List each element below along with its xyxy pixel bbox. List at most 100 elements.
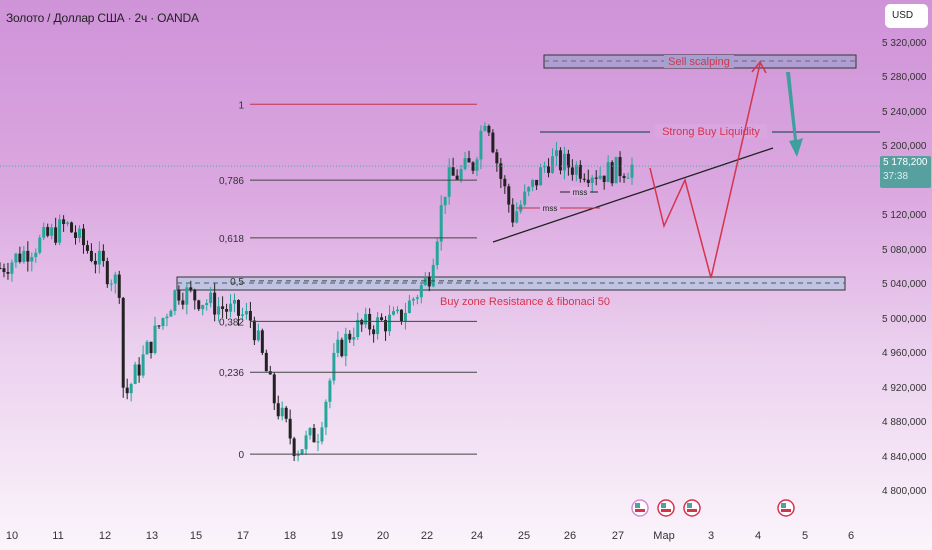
fib-level-label: 0,382: [219, 317, 244, 328]
candle-body: [602, 175, 606, 182]
candle-body: [395, 309, 399, 312]
candle-body: [614, 156, 618, 184]
price-chart[interactable]: 1 0,786 0,618 0,5 0,382 0,236 0 Strong Buy Liqu…: [0, 0, 880, 520]
candle-body: [459, 168, 463, 180]
candle-body: [209, 292, 213, 304]
candle-body: [491, 132, 495, 153]
candle-body: [439, 205, 443, 242]
candle-body: [407, 300, 411, 313]
candle-body: [89, 250, 93, 261]
candle-body: [511, 204, 515, 223]
candle-body: [356, 319, 360, 338]
candle-body: [443, 196, 447, 206]
candle-body: [137, 364, 141, 376]
candle-body: [2, 268, 6, 273]
candle-body: [46, 227, 50, 236]
candle-body: [427, 277, 431, 287]
candle-body: [590, 177, 594, 183]
candle-body: [328, 380, 332, 402]
candle-body: [411, 298, 415, 301]
candle-body: [598, 175, 602, 179]
candle-body: [352, 337, 356, 340]
time-tick-label: 12: [98, 530, 112, 542]
candle-body: [340, 339, 344, 357]
flag-stripe: [661, 509, 671, 512]
candle-body: [34, 252, 38, 258]
price-tick-label: 4 840,000: [882, 451, 927, 463]
flag-canton: [781, 503, 786, 508]
candle-body: [77, 228, 81, 238]
bar-countdown: 37:38: [883, 171, 909, 182]
candle-body: [419, 285, 423, 298]
candle-body: [109, 283, 113, 285]
time-tick-label: 6: [847, 530, 855, 542]
candle-body: [523, 191, 527, 205]
candle-body: [272, 374, 276, 404]
candle-body: [197, 300, 201, 310]
candle-body: [0, 267, 2, 269]
candle-body: [233, 300, 237, 304]
candle-body: [193, 289, 197, 301]
candle-body: [551, 156, 555, 173]
candle-body: [336, 339, 340, 353]
candle-body: [431, 264, 435, 287]
candle-body: [22, 250, 26, 262]
down-arrow-icon: [786, 72, 803, 157]
candle-body: [117, 274, 121, 298]
candle-body: [141, 354, 145, 376]
time-tick-label: 10: [5, 530, 19, 542]
candle-body: [447, 167, 451, 197]
candle-body: [471, 162, 475, 171]
time-tick-label: 19: [330, 530, 344, 542]
current-price-label: 5 178,200 37:38: [880, 156, 931, 188]
candle-body: [165, 316, 169, 319]
candle-body: [531, 179, 535, 188]
candle-body: [499, 163, 503, 179]
candle-body: [582, 178, 586, 180]
fib-level-label: 0,236: [219, 368, 244, 379]
candle-body: [312, 428, 316, 443]
fib-level-label: 0,618: [219, 234, 244, 245]
candle-body: [292, 438, 296, 457]
candle-body: [264, 352, 268, 372]
projection-arrowhead: [751, 60, 767, 74]
candle-body: [93, 260, 97, 265]
mss-label-bg: [570, 187, 590, 197]
time-tick-label: 18: [283, 530, 297, 542]
candle-body: [507, 186, 511, 205]
candle-body: [149, 341, 153, 354]
candle-body: [74, 232, 78, 238]
candle-body: [221, 306, 225, 309]
time-tick-label: 27: [611, 530, 625, 542]
candle-body: [252, 320, 256, 341]
candle-body: [181, 300, 185, 305]
candle-body: [558, 150, 562, 171]
candle-body: [177, 290, 181, 301]
candle-body: [463, 158, 467, 169]
candle-body: [554, 150, 558, 157]
chart-title: Золото / Доллар США · 2ч · OANDA: [6, 11, 199, 25]
candle-body: [18, 253, 22, 262]
candle-body: [527, 187, 531, 192]
time-tick-label: 11: [52, 530, 64, 542]
time-tick-label: 13: [145, 530, 159, 542]
candle-body: [344, 333, 348, 357]
flag-stripe: [635, 509, 645, 512]
candle-body: [566, 153, 570, 168]
flag-stripe: [781, 509, 791, 512]
candle-body: [260, 330, 264, 353]
fib-level-label: 0,786: [219, 176, 244, 187]
currency-button[interactable]: USD: [885, 4, 928, 28]
candle-body: [535, 179, 539, 186]
candle-body: [578, 164, 582, 179]
candle-body: [256, 330, 260, 341]
candle-body: [145, 341, 149, 355]
sell-zone-label-bg: [664, 55, 734, 68]
candle-body: [70, 222, 74, 233]
candle-body: [50, 227, 54, 236]
price-tick-label: 5 240,000: [882, 106, 927, 118]
mss-label-bg: [540, 203, 560, 213]
candle-body: [42, 227, 46, 238]
candle-body: [360, 319, 364, 325]
candle-body: [244, 311, 248, 315]
